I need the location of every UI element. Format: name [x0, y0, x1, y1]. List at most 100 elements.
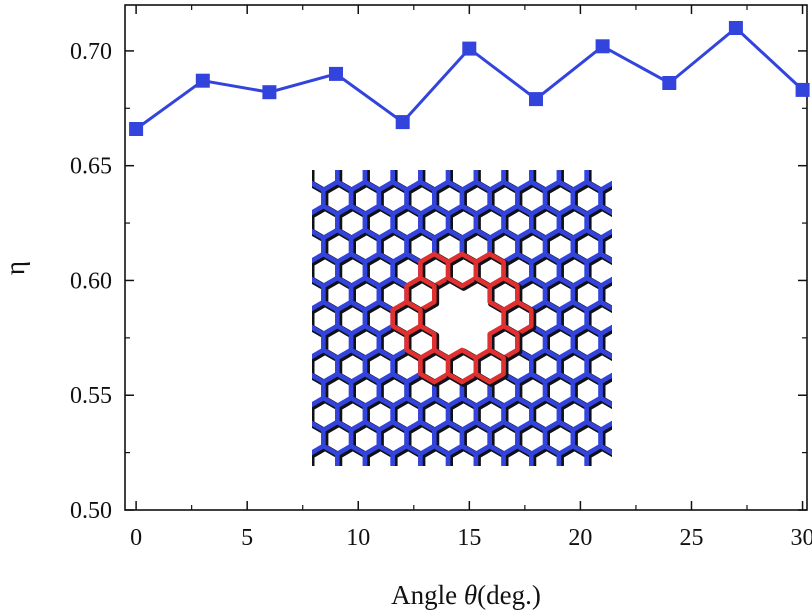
- inset-hexagon: [601, 134, 629, 166]
- inset-hexagon: [628, 278, 656, 310]
- inset-hexagon: [490, 134, 518, 166]
- inset-hexagon: [462, 134, 490, 166]
- inset-hexagon-shadow: [602, 136, 630, 168]
- inset-hexagon: [268, 422, 296, 454]
- data-point-marker: [129, 122, 144, 136]
- inset-hexagon: [573, 134, 601, 166]
- inset-pore-hole: [426, 282, 498, 354]
- inset-hexagon: [614, 158, 642, 190]
- inset-hexagon: [601, 470, 629, 502]
- inset-hexagon: [598, 228, 612, 264]
- y-tick-label: 0.50: [70, 498, 112, 524]
- inset-hexagon: [282, 254, 310, 286]
- inset-hexagon-shadow: [630, 376, 658, 408]
- inset-hexagon: [545, 470, 573, 502]
- inset-hexagon-shadow: [616, 448, 644, 480]
- data-point-marker: [462, 41, 477, 56]
- inset-hexagon-shadow: [336, 170, 342, 171]
- inset-hexagon: [598, 276, 612, 312]
- inset-hexagon-shadow: [312, 170, 314, 171]
- inset-hexagon: [407, 134, 435, 166]
- inset-hexagon: [434, 134, 462, 166]
- inset-hexagon-shadow: [616, 400, 644, 432]
- data-point-marker: [595, 39, 610, 54]
- inset-hexagon: [598, 420, 612, 456]
- inset-hexagon: [462, 470, 490, 502]
- inset-hexagon: [614, 446, 642, 478]
- inset-hexagon: [268, 326, 296, 358]
- inset-hexagon: [628, 326, 656, 358]
- inset-hexagon: [296, 134, 324, 166]
- inset-hexagon: [268, 134, 296, 166]
- inset-hexagon: [614, 398, 642, 430]
- data-point-marker: [329, 66, 343, 81]
- inset-hexagon: [573, 470, 601, 502]
- y-tick-label: 0.70: [70, 39, 112, 65]
- inset-hexagon: [282, 350, 310, 382]
- inset-hexagon-shadow: [558, 170, 563, 171]
- y-tick-label: 0.55: [70, 383, 112, 409]
- inset-hexagon-shadow: [391, 170, 397, 171]
- inset-hexagon-shadow: [502, 170, 508, 171]
- inset-hexagon-shadow: [630, 424, 658, 456]
- inset-hexagon-shadow: [312, 308, 315, 331]
- plot-frame: [124, 4, 808, 511]
- inset-hexagon-shadow: [408, 472, 436, 504]
- inset-hexagon-shadow: [447, 170, 453, 171]
- inset-hexagon-shadow: [364, 170, 369, 171]
- inset-hexagon: [407, 470, 435, 502]
- inset-hexagon: [584, 443, 612, 466]
- inset-hexagon: [545, 134, 573, 166]
- inset-hexagon-shadow: [464, 472, 492, 504]
- data-point-marker: [662, 76, 677, 90]
- inset-hexagon: [282, 302, 310, 334]
- inset-hexagon-shadow: [630, 472, 658, 504]
- y-tick-label: 0.65: [70, 154, 112, 180]
- inset-hexagon-shadow: [585, 170, 591, 171]
- inset-hexagon-shadow: [519, 472, 547, 504]
- inset-hexagon: [628, 422, 656, 454]
- inset-hexagon: [282, 446, 310, 478]
- inset-hexagon-shadow: [325, 472, 353, 504]
- series-markers: [129, 21, 810, 136]
- inset-graphene-lattice-image: [268, 134, 658, 504]
- inset-hexagon: [268, 374, 296, 406]
- inset-hexagon-shadow: [436, 472, 464, 504]
- inset-hexagon: [268, 278, 296, 310]
- inset-hexagon-shadow: [630, 136, 658, 168]
- inset-hexagon: [517, 134, 545, 166]
- inset-hexagon-shadow: [491, 472, 519, 504]
- data-point-marker: [529, 92, 543, 107]
- inset-hexagon: [268, 470, 296, 502]
- inset-hexagon-shadow: [312, 170, 315, 187]
- inset-hexagon-shadow: [630, 184, 658, 216]
- inset-hexagon-shadow: [270, 376, 298, 408]
- inset-hexagon-shadow: [381, 472, 409, 504]
- inset-hexagon-shadow: [353, 472, 381, 504]
- x-tick-label: 10: [346, 525, 370, 551]
- inset-hexagon-shadow: [616, 304, 644, 336]
- inset-hexagon-shadow: [297, 472, 325, 504]
- inset-hexagon-shadow: [630, 232, 658, 264]
- inset-hexagon-shadow: [616, 160, 644, 192]
- inset-hexagon: [517, 470, 545, 502]
- inset-hexagon: [323, 470, 351, 502]
- inset-hexagon: [490, 470, 518, 502]
- inset-hexagon-shadow: [530, 170, 536, 171]
- inset-hexagon: [351, 470, 379, 502]
- inset-hexagon: [323, 134, 351, 166]
- x-tick-label: 5: [241, 525, 253, 551]
- data-point-marker: [395, 115, 410, 130]
- inset-hexagon-shadow: [312, 452, 315, 466]
- inset-hexagon-shadow: [270, 472, 298, 504]
- inset-hexagon: [268, 182, 296, 214]
- x-axis-title: Angle θ(deg.): [391, 580, 541, 610]
- inset-hexagon-shadow: [616, 352, 644, 384]
- inset-hexagon-shadow: [270, 424, 298, 456]
- inset-hexagon-shadow: [602, 472, 630, 504]
- inset-hexagon-shadow: [270, 232, 298, 264]
- inset-hexagon: [434, 470, 462, 502]
- inset-hexagon-shadow: [547, 472, 575, 504]
- inset-hexagon: [628, 470, 656, 502]
